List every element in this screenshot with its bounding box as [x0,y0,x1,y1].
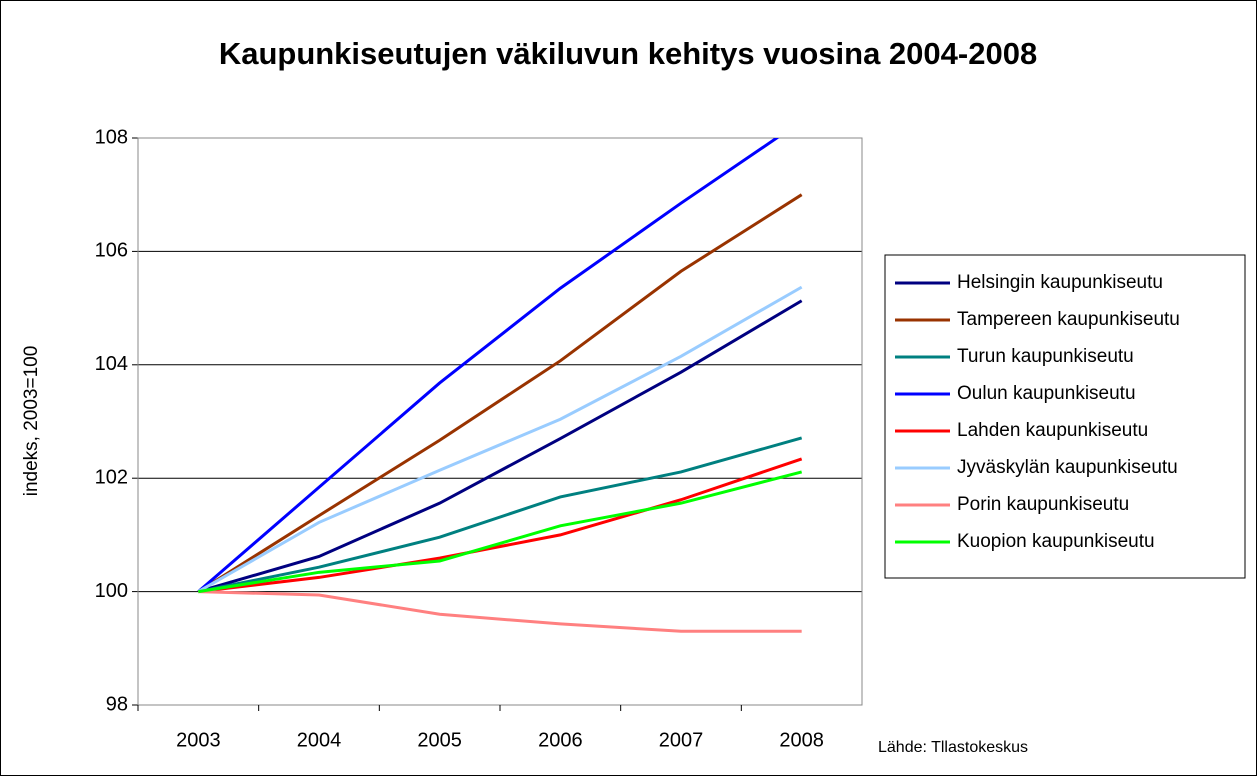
y-tick-label: 108 [95,126,128,148]
series-line [198,457,803,594]
series-line [197,299,803,594]
series-line [198,436,803,594]
series-line [198,590,802,633]
series-line [198,470,803,594]
series-line [197,138,780,593]
y-tick-label: 106 [95,240,128,262]
series-group [197,138,803,633]
legend-label: Lahden kaupunkiseutu [957,420,1148,441]
x-tick-label: 2005 [417,729,462,751]
x-tick-label: 2004 [297,729,342,751]
x-tick-label: 2007 [659,729,704,751]
legend-label: Oulun kaupunkiseutu [957,383,1136,404]
legend-label: Turun kaupunkiseutu [957,346,1134,367]
legend-label: Kuopion kaupunkiseutu [957,531,1155,552]
series-line [197,285,803,593]
y-tick-label: 98 [106,693,128,715]
legend-label: Porin kaupunkiseutu [957,494,1129,515]
y-tick-label: 104 [95,353,128,375]
legend-label: Helsingin kaupunkiseutu [957,272,1163,293]
y-axis-label: indeks, 2003=100 [21,346,42,497]
x-tick-label: 2008 [779,729,824,751]
source-note: Lähde: Tllastokeskus [878,739,1028,756]
chart-title: Kaupunkiseutujen väkiluvun kehitys vuosi… [219,36,1037,71]
x-tick-label: 2006 [538,729,583,751]
legend-label: Jyväskylän kaupunkiseutu [957,457,1178,478]
series-line [197,193,803,593]
y-tick-label: 102 [95,466,128,488]
y-tick-label: 100 [95,580,128,602]
legend [884,254,1246,579]
x-tick-label: 2003 [176,729,221,751]
legend-label: Tampereen kaupunkiseutu [957,309,1180,330]
